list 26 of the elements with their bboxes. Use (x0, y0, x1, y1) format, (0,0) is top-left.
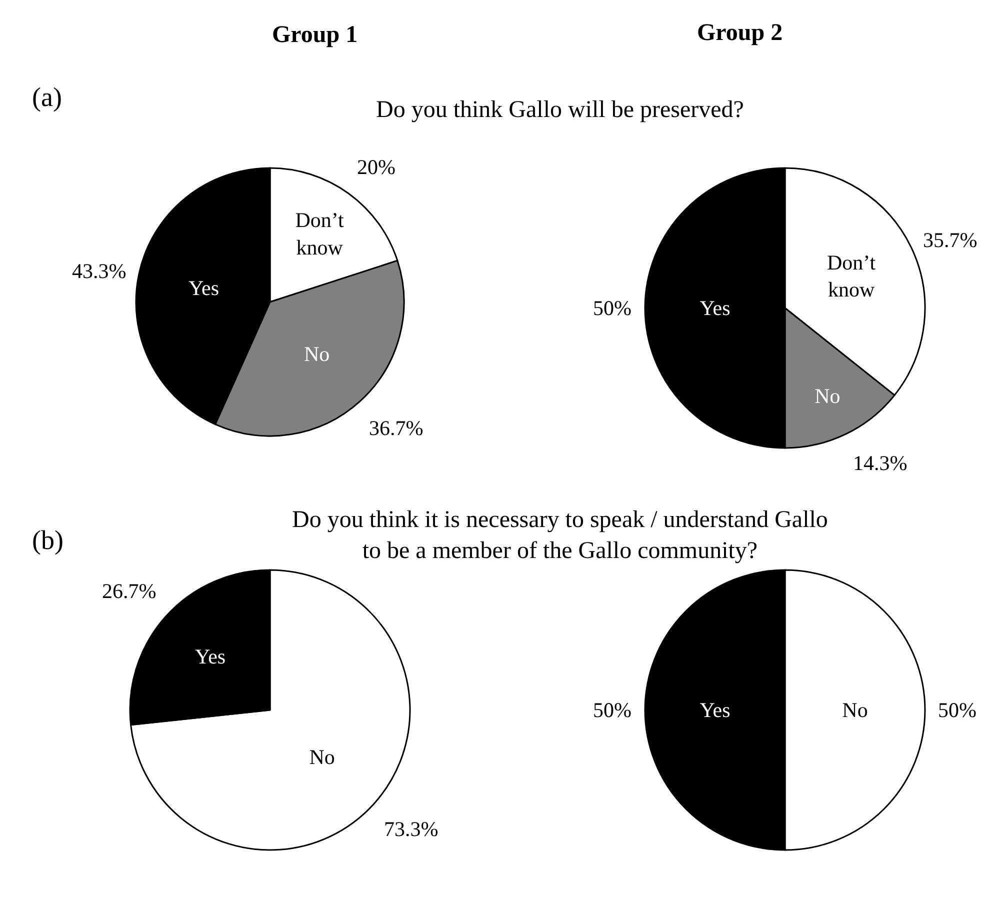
slice-label: No (309, 744, 335, 769)
data-label: 73.3% (384, 817, 438, 841)
slice-label: Don’t know (295, 208, 344, 260)
slice-label: Yes (188, 276, 220, 300)
data-label: 50% (938, 698, 976, 722)
text: Group 1 (272, 22, 358, 48)
text: Do you think Gallo will be preserved? (376, 97, 744, 123)
data-label: 50% (593, 698, 632, 722)
slice-label: Yes (700, 698, 730, 722)
text: (b) (32, 525, 64, 555)
slice-label: Don’t know (826, 250, 876, 302)
data-label: 20% (357, 155, 396, 179)
slice-label: Yes (195, 644, 226, 668)
data-label: 36.7% (369, 416, 424, 440)
data-label: 43.3% (72, 259, 126, 283)
text: (a) (32, 82, 62, 112)
data-label: 35.7% (923, 228, 978, 252)
data-label: 50% (593, 296, 632, 320)
text: Do you think it is necessary to speak / understand Gallo to be a member of the Gallo community? (292, 507, 828, 564)
slice-label: Yes (700, 296, 730, 320)
slice-label: No (814, 384, 840, 408)
data-label: 14.3% (853, 451, 908, 475)
slice-label: No (842, 698, 868, 722)
text: Group 2 (697, 20, 783, 46)
data-label: 26.7% (102, 579, 156, 603)
slice-label: No (304, 342, 330, 366)
